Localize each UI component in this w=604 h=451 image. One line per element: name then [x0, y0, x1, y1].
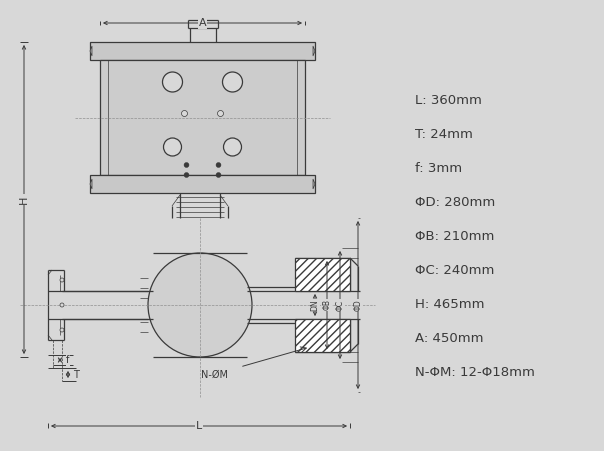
- Text: f: f: [66, 355, 69, 365]
- Text: L: L: [196, 421, 202, 431]
- Circle shape: [222, 72, 242, 92]
- Text: ΦD: 280mm: ΦD: 280mm: [415, 195, 495, 208]
- Text: A: A: [199, 18, 207, 28]
- Text: ΦC: ΦC: [335, 299, 344, 311]
- Circle shape: [164, 138, 181, 156]
- Circle shape: [148, 253, 252, 357]
- Polygon shape: [90, 179, 92, 189]
- Circle shape: [223, 138, 242, 156]
- Bar: [90, 175, 315, 193]
- Polygon shape: [90, 46, 92, 56]
- Text: L: 360mm: L: 360mm: [415, 93, 482, 106]
- Text: N-ØM: N-ØM: [202, 370, 228, 380]
- Text: T: T: [73, 369, 79, 379]
- Bar: [100, 60, 305, 175]
- Circle shape: [184, 172, 189, 178]
- Polygon shape: [313, 179, 315, 189]
- Circle shape: [60, 278, 64, 282]
- Text: ΦB: ΦB: [323, 299, 332, 310]
- Bar: [90, 42, 315, 60]
- Text: H: H: [19, 195, 29, 204]
- Circle shape: [184, 162, 189, 167]
- Text: A: 450mm: A: 450mm: [415, 331, 483, 345]
- Circle shape: [60, 303, 64, 307]
- Text: T: 24mm: T: 24mm: [415, 128, 473, 141]
- Text: ΦC: 240mm: ΦC: 240mm: [415, 263, 495, 276]
- Text: f: 3mm: f: 3mm: [415, 161, 462, 175]
- Circle shape: [181, 110, 187, 116]
- Circle shape: [216, 172, 221, 178]
- Text: DN: DN: [310, 299, 320, 311]
- Polygon shape: [313, 46, 315, 56]
- Text: N-ΦM: 12-Φ18mm: N-ΦM: 12-Φ18mm: [415, 365, 535, 378]
- Polygon shape: [295, 258, 350, 291]
- Circle shape: [60, 328, 64, 332]
- Circle shape: [217, 110, 223, 116]
- Text: ΦD: ΦD: [353, 299, 362, 311]
- Circle shape: [162, 72, 182, 92]
- Polygon shape: [295, 319, 350, 352]
- Text: H: 465mm: H: 465mm: [415, 298, 484, 310]
- Circle shape: [216, 162, 221, 167]
- Text: ΦB: 210mm: ΦB: 210mm: [415, 230, 495, 243]
